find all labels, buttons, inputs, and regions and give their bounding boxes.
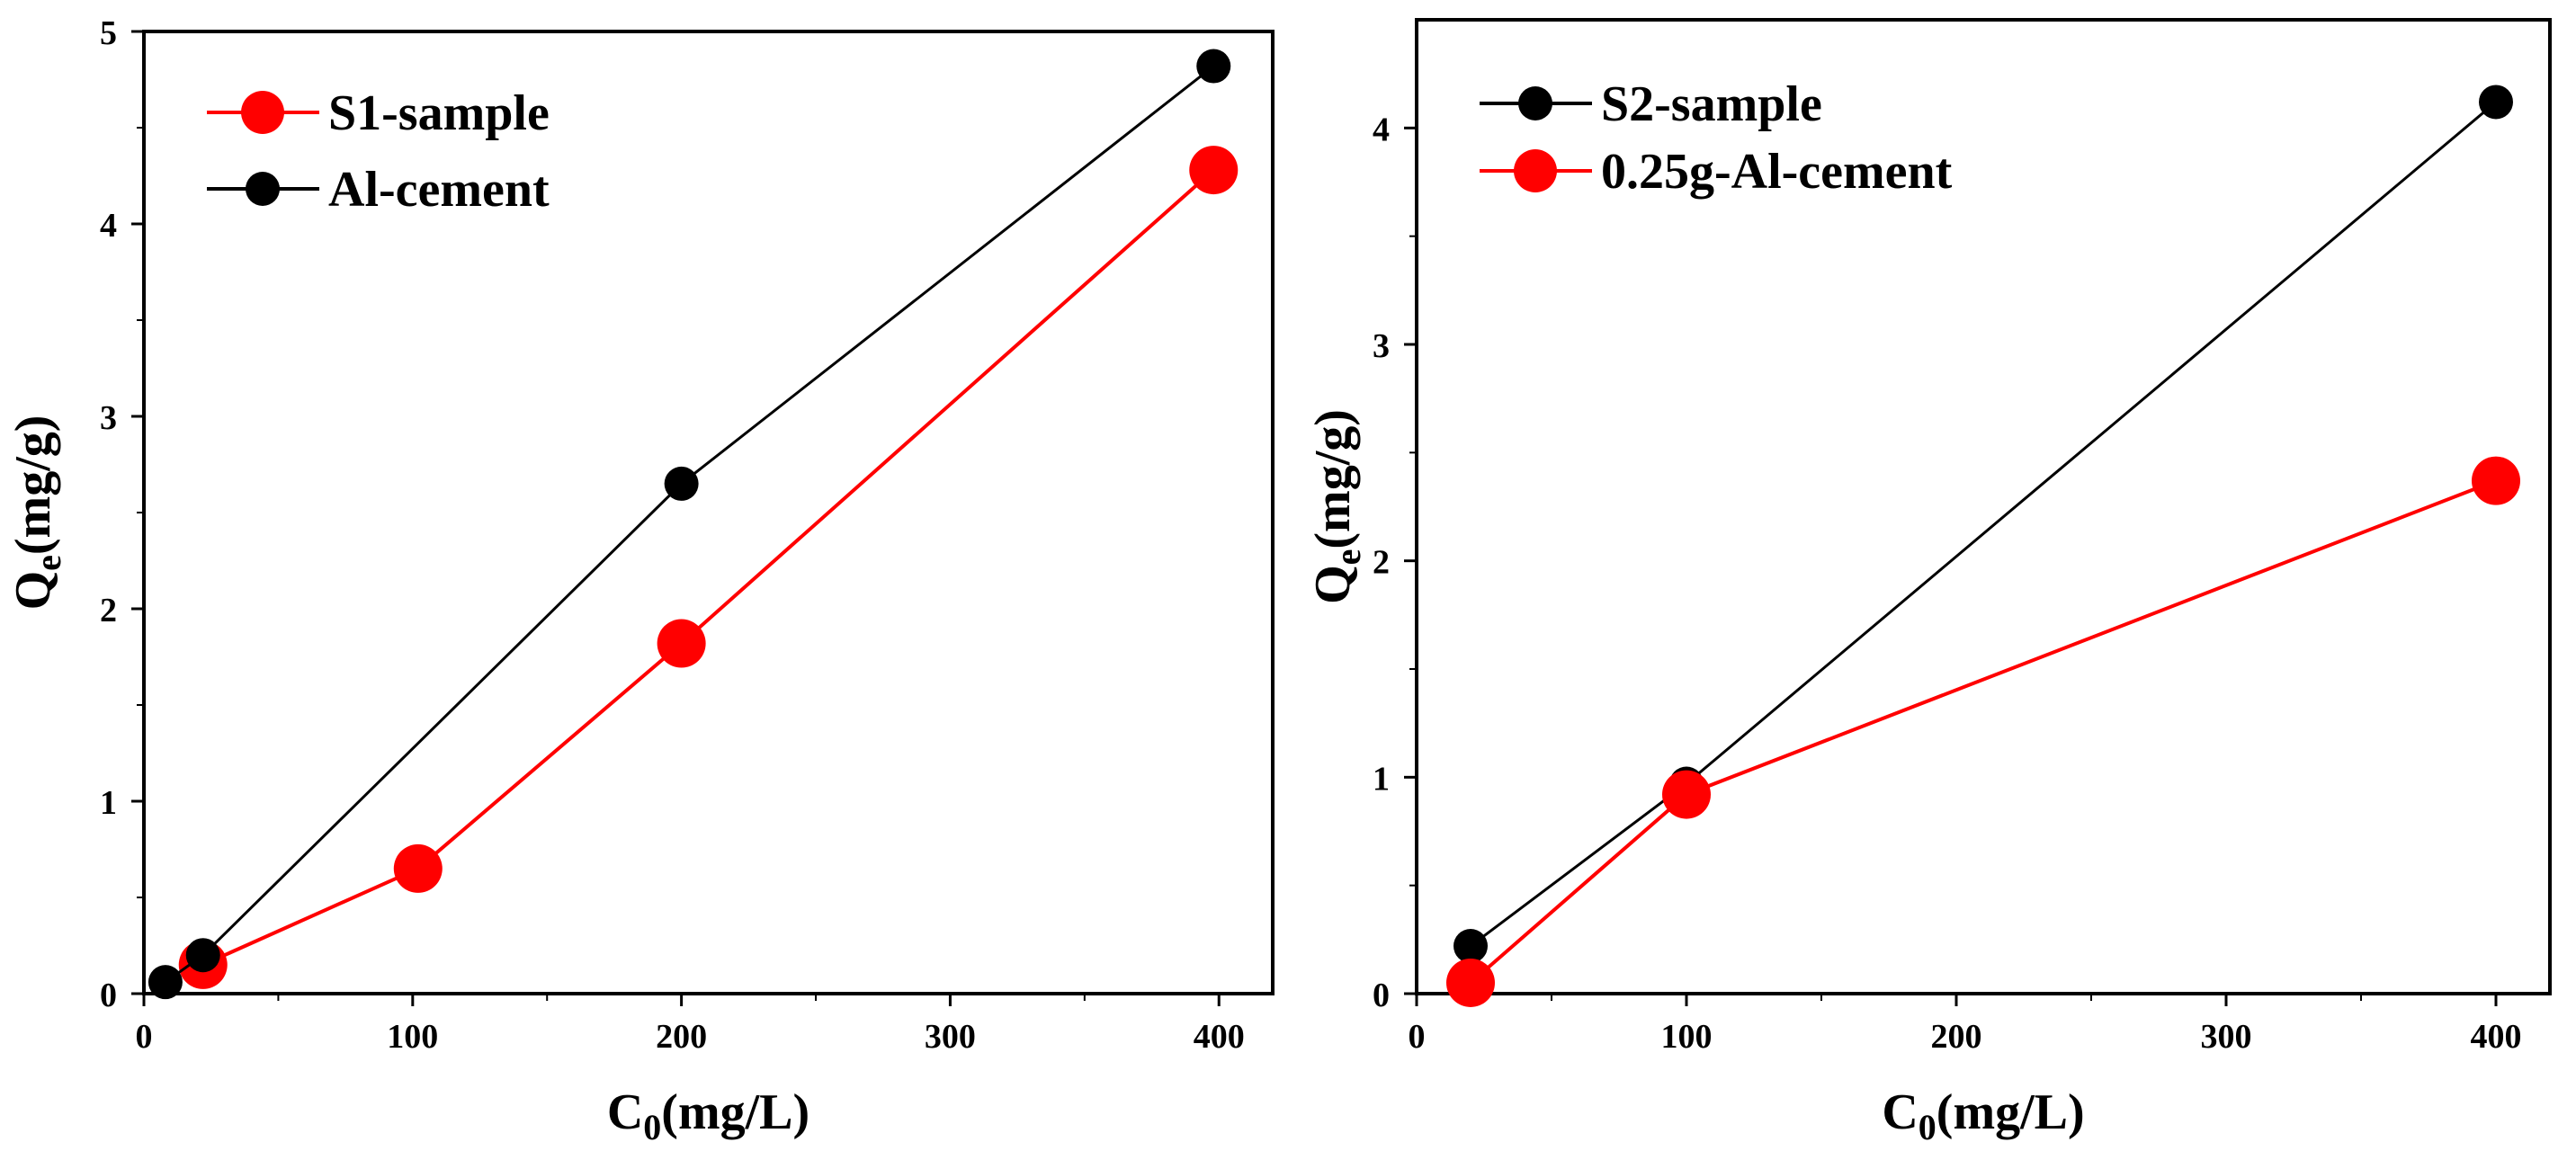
series-line-S1-sample	[201, 168, 1215, 967]
data-point	[1446, 958, 1495, 1007]
data-point	[2479, 85, 2513, 120]
y-tick-label: 2	[1373, 544, 1390, 582]
data-point	[657, 619, 706, 668]
legend-marker	[241, 91, 284, 134]
y-tick-label: 3	[1373, 327, 1390, 365]
chart-panel-2: 0 100 200 300 400 0 1 2 3 4 C0(mg/L) Qe(mg/g) S2-sam…	[1305, 18, 2552, 1147]
chart-panel-1: 0 100 200 300 400 0 1 2 3 4 5 C0(mg/L) Qe(mg/g) S1-sa…	[5, 14, 1275, 1147]
y-axis-label: Qe(mg/g)	[1305, 409, 1368, 604]
series-line-S2-sample	[1470, 101, 2497, 948]
data-point	[185, 938, 220, 973]
data-point	[1196, 49, 1231, 84]
legend-label: 0.25g-Al-cement	[1601, 144, 1953, 200]
y-axis-label: Qe(mg/g)	[5, 415, 68, 611]
y-tick-label: 1	[100, 784, 117, 822]
x-tick-label: 100	[387, 1018, 438, 1056]
plot-frame	[142, 30, 1275, 995]
y-tick-label: 4	[100, 207, 117, 245]
legend-label: Al-cement	[328, 162, 550, 218]
x-tick-label: 200	[1931, 1018, 1982, 1056]
legend-label: S2-sample	[1601, 76, 1822, 132]
series-line-0.25g-Al-cement	[1469, 478, 2497, 985]
legend-marker	[246, 172, 280, 206]
x-tick-label: 400	[1194, 1018, 1245, 1056]
data-point	[393, 843, 443, 893]
data-point	[148, 965, 183, 1000]
x-axis-label: C0(mg/L)	[1882, 1084, 2084, 1147]
data-point	[2472, 456, 2520, 505]
plot-frame	[1415, 18, 2552, 995]
legend-marker	[1514, 149, 1557, 192]
x-tick-label: 0	[1409, 1018, 1426, 1056]
legend-marker	[1518, 86, 1552, 120]
data-point	[664, 466, 699, 501]
data-point	[1189, 146, 1239, 195]
data-point	[1662, 770, 1711, 819]
y-tick-label: 0	[100, 977, 117, 1014]
x-tick-label: 300	[2201, 1018, 2252, 1056]
y-tick-label: 5	[100, 14, 117, 52]
data-point	[1453, 929, 1488, 964]
legend-label: S1-sample	[328, 85, 550, 141]
x-axis-label: C0(mg/L)	[607, 1084, 809, 1147]
y-tick-label: 2	[100, 592, 117, 629]
x-tick-label: 400	[2471, 1018, 2522, 1056]
y-tick-label: 3	[100, 399, 117, 437]
y-tick-label: 0	[1373, 977, 1390, 1014]
x-tick-label: 200	[656, 1018, 707, 1056]
y-tick-label: 4	[1373, 111, 1390, 148]
x-tick-label: 300	[925, 1018, 976, 1056]
x-tick-label: 100	[1661, 1018, 1713, 1056]
x-tick-label: 0	[136, 1018, 153, 1056]
series-line-Al-cement	[165, 65, 1215, 984]
y-tick-label: 1	[1373, 760, 1390, 798]
